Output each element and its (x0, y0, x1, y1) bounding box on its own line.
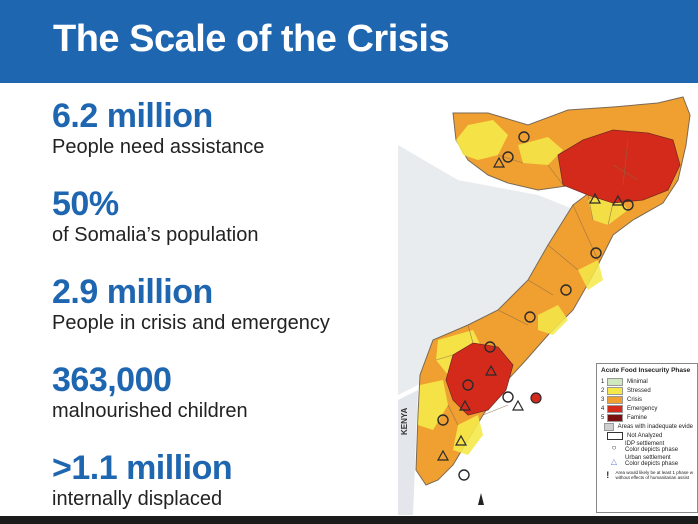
stat-value: 50% (52, 185, 119, 223)
stat-label: of Somalia’s population (52, 224, 259, 246)
stat-value: 363,000 (52, 361, 172, 399)
legend-not-analyzed: Not Analyzed (601, 431, 693, 440)
legend-title: Acute Food Insecurity Phase (601, 367, 691, 374)
stat-value: >1.1 million (52, 449, 233, 487)
swatch-famine (607, 413, 623, 422)
stat-population-share: 50% of Somalia’s population (52, 185, 258, 247)
stat-label: internally displaced (52, 488, 223, 510)
stat-value: 2.9 million (52, 273, 213, 311)
stat-internally-displaced: >1.1 million internally displaced (52, 449, 233, 511)
legend-phase-stressed: 2 Stressed (601, 386, 651, 395)
north-arrow-icon (478, 493, 484, 505)
stat-label: malnourished children (52, 400, 248, 422)
idp-circle-icon: ○ (611, 442, 617, 452)
legend-phase-minimal: 1 Minimal (601, 377, 648, 386)
stat-people-need-assistance: 6.2 million People need assistance (52, 97, 264, 159)
legend-inadequate: Areas with inadequate evide (601, 422, 693, 431)
page-title: The Scale of the Crisis (53, 18, 450, 60)
stat-label: People in crisis and emergency (52, 312, 330, 334)
legend-urban: △ Urban settlement Color depicts phase (601, 454, 693, 468)
map-legend: Acute Food Insecurity Phase 1 Minimal 2 … (596, 363, 698, 513)
stat-label: People need assistance (52, 136, 265, 158)
stat-malnourished-children: 363,000 malnourished children (52, 361, 248, 423)
urban-triangle-icon: △ (610, 456, 618, 466)
stat-value: 6.2 million (52, 97, 213, 135)
bottom-border (0, 516, 698, 524)
swatch-emergency (607, 404, 623, 413)
swatch-not-analyzed (607, 431, 623, 440)
exclamation-icon: ! (606, 470, 610, 480)
legend-phase-crisis: 3 Crisis (601, 395, 642, 404)
legend-phase-emergency: 4 Emergency (601, 404, 658, 413)
legend-humanitarian-aid: ! Area would likely be at least 1 phase … (601, 468, 693, 482)
swatch-crisis (607, 395, 623, 404)
legend-phase-famine: 5 Famine (601, 413, 648, 422)
legend-idp: ○ IDP settlement Color depicts phase (601, 440, 693, 454)
stat-crisis-emergency: 2.9 million People in crisis and emergen… (52, 273, 330, 335)
swatch-stressed (607, 386, 623, 395)
swatch-minimal (607, 377, 623, 386)
swatch-inadequate (604, 422, 614, 431)
kenya-label: KENYA (400, 408, 409, 435)
title-banner: The Scale of the Crisis (0, 0, 698, 83)
